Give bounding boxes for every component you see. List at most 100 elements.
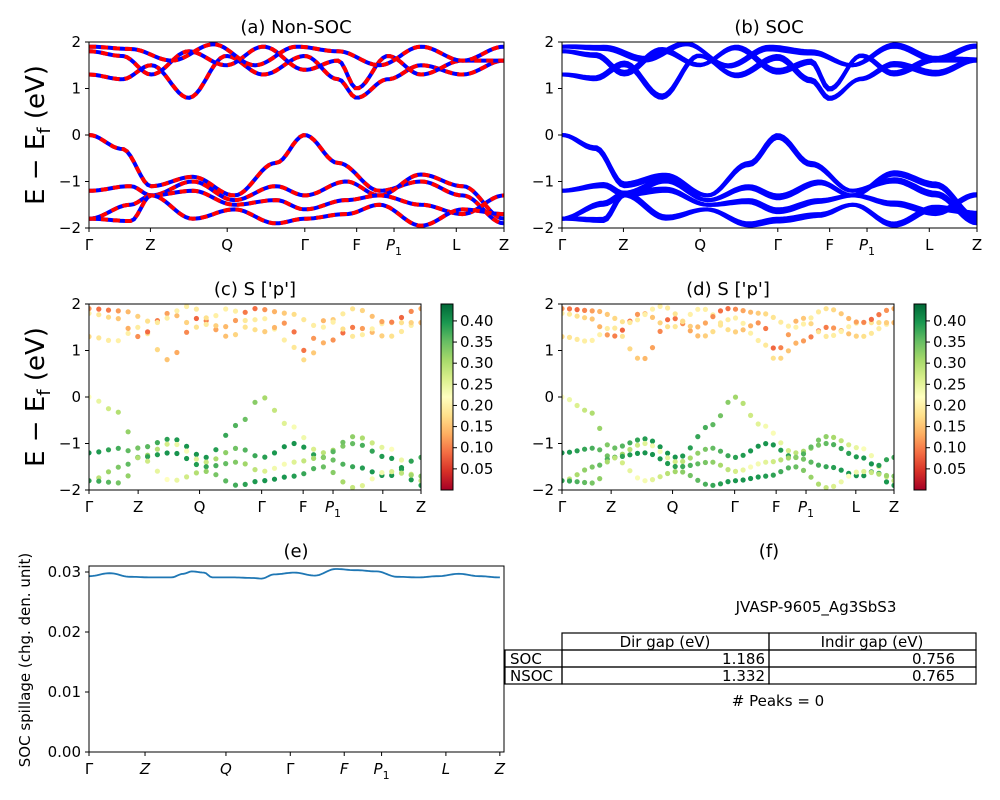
data-point xyxy=(105,337,112,343)
data-point xyxy=(815,309,822,315)
data-point xyxy=(665,455,671,461)
colorbar-d-bar xyxy=(913,303,927,491)
data-point xyxy=(242,309,248,315)
data-point xyxy=(359,435,365,441)
data-point xyxy=(748,412,754,418)
data-point xyxy=(657,448,663,455)
data-point xyxy=(831,434,837,440)
y-tick-label: 2 xyxy=(71,33,81,51)
data-point xyxy=(389,446,395,452)
colorbar-tick-label: 0.05 xyxy=(460,460,493,478)
data-point xyxy=(604,325,610,332)
data-point xyxy=(125,309,131,315)
colorbar-tick-label: 0.15 xyxy=(933,418,966,436)
data-point xyxy=(868,316,875,322)
data-point xyxy=(389,469,395,475)
data-point xyxy=(883,320,890,326)
data-point xyxy=(717,413,724,419)
data-point xyxy=(740,467,746,473)
data-point xyxy=(657,456,663,462)
x-tick-label: F xyxy=(299,498,308,516)
data-point xyxy=(853,469,859,475)
data-point xyxy=(311,466,317,472)
data-point xyxy=(823,306,829,312)
data-point xyxy=(665,450,671,456)
data-point xyxy=(223,333,229,339)
data-point xyxy=(808,321,814,327)
data-point xyxy=(566,311,573,317)
data-point xyxy=(642,355,648,362)
data-point xyxy=(710,482,716,488)
data-point xyxy=(184,448,190,454)
data-point xyxy=(582,338,588,344)
data-point xyxy=(808,474,814,480)
data-point xyxy=(379,453,385,459)
x-tick-label: Γ xyxy=(257,498,266,516)
band-line-nsoc xyxy=(89,42,504,68)
y-tick-label: 2 xyxy=(71,295,81,313)
panel-e-title: (e) xyxy=(283,541,308,562)
data-point xyxy=(597,462,603,468)
data-point xyxy=(320,464,326,470)
data-point xyxy=(680,453,686,459)
data-point xyxy=(408,308,414,314)
data-point xyxy=(311,452,317,458)
data-point xyxy=(853,445,859,451)
x-tick-label: Γ xyxy=(85,498,94,516)
x-tick-label: Γ xyxy=(85,236,94,254)
points xyxy=(89,304,421,490)
x-tick-label: Γ xyxy=(558,236,567,254)
data-point xyxy=(619,327,626,333)
y-tick-label: −2 xyxy=(59,219,81,237)
data-point xyxy=(291,329,297,335)
data-point xyxy=(125,325,131,331)
data-point xyxy=(330,469,336,476)
data-point xyxy=(213,313,219,319)
data-point xyxy=(582,407,588,413)
data-point xyxy=(213,327,219,333)
data-point xyxy=(748,448,754,454)
data-point xyxy=(672,469,678,475)
data-point xyxy=(793,464,799,470)
data-point xyxy=(223,461,229,467)
data-point xyxy=(710,459,716,465)
data-point xyxy=(748,330,754,336)
x-tick-label: F xyxy=(340,760,349,778)
data-point xyxy=(223,306,229,312)
data-point xyxy=(213,447,219,453)
data-point xyxy=(823,333,829,339)
colorbar-tick-label: 0.20 xyxy=(933,396,966,414)
data-point xyxy=(174,450,180,457)
data-point xyxy=(301,317,307,323)
data-point xyxy=(145,454,151,460)
y-tick-label: −1 xyxy=(59,435,81,453)
data-point xyxy=(252,453,258,459)
data-point xyxy=(125,473,131,479)
y-axis-label-row2: E − Ef (eV) xyxy=(21,327,55,467)
data-point xyxy=(311,322,317,328)
data-point xyxy=(350,333,356,339)
table-row-soc-label: SOC xyxy=(510,650,542,668)
data-point xyxy=(748,464,754,470)
data-point xyxy=(96,449,102,455)
data-point xyxy=(418,454,421,460)
x-tick-label: Q xyxy=(194,498,206,516)
data-point xyxy=(125,429,131,435)
data-point xyxy=(665,317,671,323)
data-point xyxy=(732,329,739,335)
data-point xyxy=(398,466,405,472)
data-point xyxy=(320,324,326,330)
data-point xyxy=(164,357,170,363)
colorbar-d: 0.40 0.35 0.30 0.25 0.20 0.15 0.10 0.05 xyxy=(913,303,966,491)
data-point xyxy=(291,440,297,447)
data-point xyxy=(203,321,209,327)
data-point xyxy=(597,332,603,338)
x-tick-label: P1 xyxy=(798,498,814,520)
data-point xyxy=(861,473,867,479)
data-point xyxy=(271,324,278,331)
data-point xyxy=(808,459,814,465)
data-point xyxy=(223,432,229,438)
data-point xyxy=(793,324,799,330)
data-point xyxy=(748,309,754,315)
data-point xyxy=(184,304,190,310)
